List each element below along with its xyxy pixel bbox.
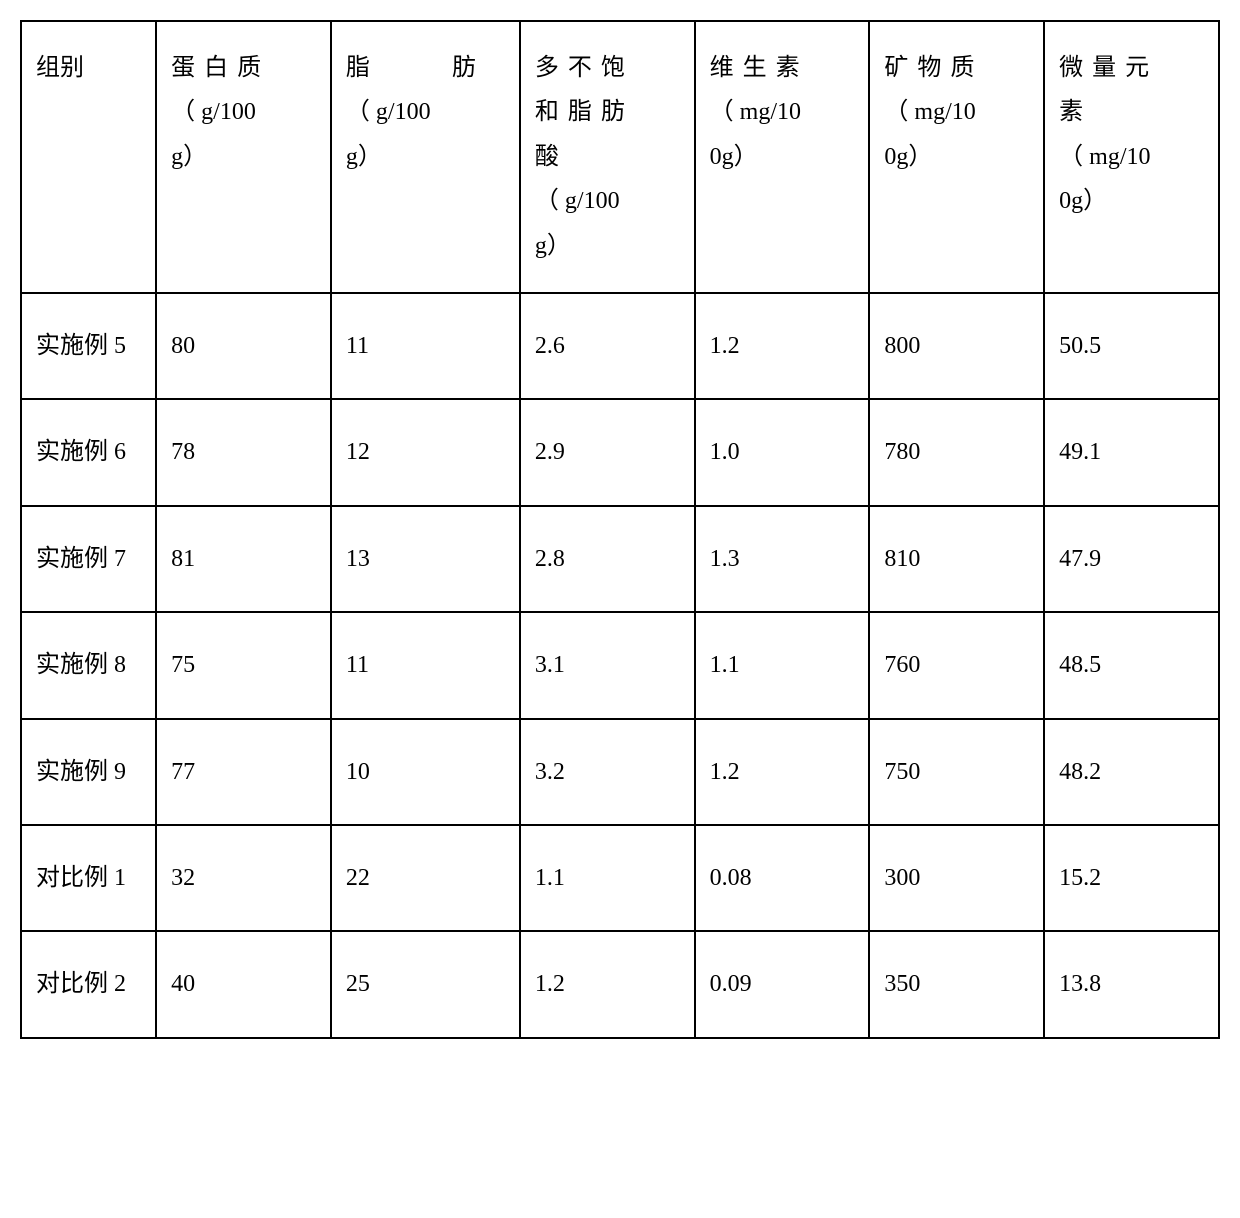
header-unit-line: （ mg/10 <box>884 90 1029 134</box>
cell-protein: 81 <box>156 506 331 612</box>
cell-mineral: 780 <box>869 399 1044 505</box>
cell-vitamin: 1.1 <box>695 612 870 718</box>
header-unit-line: 0g） <box>1059 179 1204 223</box>
cell-trace: 47.9 <box>1044 506 1219 612</box>
cell-pufa: 2.8 <box>520 506 695 612</box>
header-mineral: 矿物质 （ mg/10 0g） <box>869 21 1044 293</box>
cell-pufa: 2.6 <box>520 293 695 399</box>
header-unit-line: （ g/100 <box>171 90 316 134</box>
cell-protein: 80 <box>156 293 331 399</box>
cell-protein: 32 <box>156 825 331 931</box>
cell-fat: 10 <box>331 719 520 825</box>
cell-fat: 22 <box>331 825 520 931</box>
cell-pufa: 1.2 <box>520 931 695 1037</box>
table-row: 对比例 2 40 25 1.2 0.09 350 13.8 <box>21 931 1219 1037</box>
cell-fat: 25 <box>331 931 520 1037</box>
cell-pufa: 3.2 <box>520 719 695 825</box>
cell-fat: 11 <box>331 293 520 399</box>
header-unit-line: 0g） <box>884 135 1029 179</box>
cell-mineral: 350 <box>869 931 1044 1037</box>
header-fat: 脂 肪 （ g/100 g） <box>331 21 520 293</box>
cell-pufa: 2.9 <box>520 399 695 505</box>
header-unit-line: g） <box>346 135 505 179</box>
header-vitamin: 维生素 （ mg/10 0g） <box>695 21 870 293</box>
cell-vitamin: 0.08 <box>695 825 870 931</box>
cell-vitamin: 1.2 <box>695 293 870 399</box>
header-unit-line: （ g/100 <box>346 90 505 134</box>
cell-trace: 13.8 <box>1044 931 1219 1037</box>
cell-mineral: 810 <box>869 506 1044 612</box>
nutrition-table: 组别 蛋白质 （ g/100 g） 脂 肪 （ g/100 g） 多不饱 和脂肪… <box>20 20 1220 1039</box>
cell-group: 实施例 8 <box>21 612 156 718</box>
header-unit-line: 0g） <box>710 135 855 179</box>
cell-protein: 40 <box>156 931 331 1037</box>
cell-pufa: 3.1 <box>520 612 695 718</box>
header-label: 脂 肪 <box>346 46 476 90</box>
header-unit-line: （ mg/10 <box>710 90 855 134</box>
header-label-line: 多不饱 <box>535 46 625 90</box>
cell-trace: 15.2 <box>1044 825 1219 931</box>
cell-group: 对比例 2 <box>21 931 156 1037</box>
cell-fat: 13 <box>331 506 520 612</box>
cell-group: 实施例 7 <box>21 506 156 612</box>
header-unit-line: （ g/100 <box>535 179 680 223</box>
cell-vitamin: 1.0 <box>695 399 870 505</box>
cell-fat: 12 <box>331 399 520 505</box>
cell-group: 对比例 1 <box>21 825 156 931</box>
header-label-line: 微量元 <box>1059 46 1149 90</box>
header-label-line: 酸 <box>535 135 680 179</box>
cell-trace: 49.1 <box>1044 399 1219 505</box>
header-label: 维生素 <box>710 46 800 90</box>
table-row: 实施例 6 78 12 2.9 1.0 780 49.1 <box>21 399 1219 505</box>
header-group: 组别 <box>21 21 156 293</box>
cell-vitamin: 1.2 <box>695 719 870 825</box>
header-unit-line: （ mg/10 <box>1059 135 1204 179</box>
cell-trace: 50.5 <box>1044 293 1219 399</box>
cell-fat: 11 <box>331 612 520 718</box>
cell-protein: 78 <box>156 399 331 505</box>
header-label-line: 素 <box>1059 90 1204 134</box>
table-row: 实施例 5 80 11 2.6 1.2 800 50.5 <box>21 293 1219 399</box>
cell-mineral: 800 <box>869 293 1044 399</box>
table-header-row: 组别 蛋白质 （ g/100 g） 脂 肪 （ g/100 g） 多不饱 和脂肪… <box>21 21 1219 293</box>
header-label: 蛋白质 <box>171 46 261 90</box>
cell-vitamin: 0.09 <box>695 931 870 1037</box>
header-label-line: 和脂肪 <box>535 90 625 134</box>
header-pufa: 多不饱 和脂肪 酸 （ g/100 g） <box>520 21 695 293</box>
header-label: 矿物质 <box>884 46 974 90</box>
header-unit-line: g） <box>171 135 316 179</box>
cell-mineral: 750 <box>869 719 1044 825</box>
cell-pufa: 1.1 <box>520 825 695 931</box>
header-protein: 蛋白质 （ g/100 g） <box>156 21 331 293</box>
table-row: 实施例 9 77 10 3.2 1.2 750 48.2 <box>21 719 1219 825</box>
cell-protein: 77 <box>156 719 331 825</box>
cell-vitamin: 1.3 <box>695 506 870 612</box>
header-unit-line: g） <box>535 224 680 268</box>
cell-mineral: 760 <box>869 612 1044 718</box>
cell-group: 实施例 9 <box>21 719 156 825</box>
table-row: 实施例 8 75 11 3.1 1.1 760 48.5 <box>21 612 1219 718</box>
cell-trace: 48.5 <box>1044 612 1219 718</box>
header-trace: 微量元 素 （ mg/10 0g） <box>1044 21 1219 293</box>
cell-group: 实施例 6 <box>21 399 156 505</box>
cell-group: 实施例 5 <box>21 293 156 399</box>
cell-mineral: 300 <box>869 825 1044 931</box>
cell-protein: 75 <box>156 612 331 718</box>
header-label: 组别 <box>36 55 84 81</box>
cell-trace: 48.2 <box>1044 719 1219 825</box>
table-row: 实施例 7 81 13 2.8 1.3 810 47.9 <box>21 506 1219 612</box>
table-row: 对比例 1 32 22 1.1 0.08 300 15.2 <box>21 825 1219 931</box>
